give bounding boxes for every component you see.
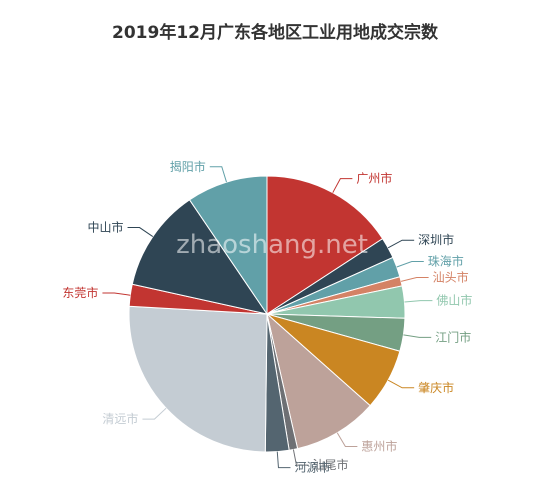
leader-line-6 bbox=[387, 379, 415, 389]
slice-label-5: 江门市 bbox=[435, 329, 471, 344]
slice-label-4: 佛山市 bbox=[436, 293, 472, 308]
pie-slice-13[interactable] bbox=[188, 175, 268, 316]
leader-line-9 bbox=[276, 451, 291, 469]
slice-label-1: 深圳市 bbox=[418, 232, 454, 247]
leader-line-5 bbox=[403, 334, 432, 338]
slice-label-3: 汕头市 bbox=[433, 270, 469, 285]
pie-slices bbox=[128, 175, 406, 453]
leader-line-8 bbox=[292, 449, 309, 466]
slice-label-8: 汕尾市 bbox=[312, 457, 348, 472]
leader-line-10 bbox=[142, 407, 167, 420]
leader-line-0 bbox=[332, 178, 353, 193]
leader-line-2 bbox=[396, 261, 424, 268]
leader-line-7 bbox=[336, 432, 358, 448]
slice-label-7: 惠州市 bbox=[361, 439, 397, 454]
slice-label-2: 珠海市 bbox=[428, 254, 464, 269]
chart-title: 2019年12月广东各地区工业用地成交宗数 bbox=[112, 23, 438, 43]
slice-label-11: 东莞市 bbox=[62, 285, 98, 300]
watermark: zhaoshang.net bbox=[176, 230, 368, 260]
slice-label-9: 河源市 bbox=[294, 460, 330, 475]
leader-line-4 bbox=[404, 300, 433, 303]
leader-line-12 bbox=[127, 227, 154, 237]
slice-label-10: 清远市 bbox=[102, 411, 138, 426]
pie-slice-10[interactable] bbox=[128, 305, 268, 453]
leader-line-13 bbox=[209, 166, 227, 183]
leader-line-11 bbox=[102, 292, 131, 296]
leader-line-1 bbox=[387, 239, 415, 249]
pie-slice-7[interactable] bbox=[266, 312, 371, 450]
slice-label-12: 中山市 bbox=[88, 220, 124, 235]
leader-line-3 bbox=[400, 277, 429, 282]
slice-label-6: 肇庆市 bbox=[418, 380, 454, 395]
slice-label-13: 揭阳市 bbox=[170, 159, 206, 174]
pie-slice-12[interactable] bbox=[131, 199, 269, 315]
slice-label-0: 广州市 bbox=[356, 171, 392, 186]
pie-slice-0[interactable] bbox=[266, 175, 384, 315]
